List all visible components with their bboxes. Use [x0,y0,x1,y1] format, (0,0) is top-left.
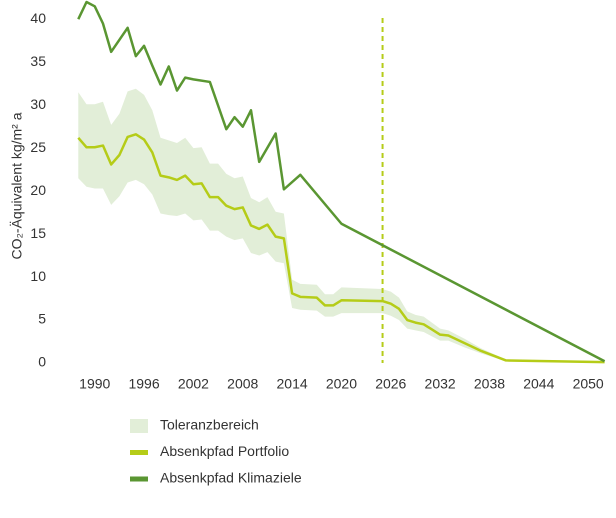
y-tick-label: 10 [30,268,46,284]
y-tick-label: 15 [30,225,46,241]
y-tick-label: 25 [30,139,46,155]
legend-swatch [130,450,148,455]
x-tick-label: 1990 [79,376,110,392]
y-tick-label: 20 [30,182,46,198]
tolerance-band [78,88,605,363]
legend-label: Absenkpfad Portfolio [160,443,289,459]
y-tick-label: 0 [38,354,46,370]
legend-swatch [130,419,148,433]
legend-label: Absenkpfad Klimaziele [160,470,302,486]
x-tick-label: 2032 [425,376,456,392]
x-tick-label: 2026 [375,376,406,392]
x-tick-label: 2044 [523,376,554,392]
x-tick-label: 2014 [277,376,308,392]
y-tick-label: 5 [38,311,46,327]
x-tick-label: 2002 [178,376,209,392]
series-line [77,0,606,363]
y-tick-label: 30 [30,96,46,112]
series-line [77,133,605,364]
y-axis-label: CO₂-Äquivalent kg/m² a [9,112,25,259]
x-tick-label: 2050 [573,376,604,392]
x-tick-label: 2008 [227,376,258,392]
y-tick-label: 35 [30,53,46,69]
legend-swatch [130,476,148,482]
y-tick-label: 40 [30,10,46,26]
x-tick-label: 2020 [326,376,357,392]
x-tick-label: 2038 [474,376,505,392]
x-tick-label: 1996 [128,376,159,392]
legend-label: Toleranzbereich [160,417,259,433]
